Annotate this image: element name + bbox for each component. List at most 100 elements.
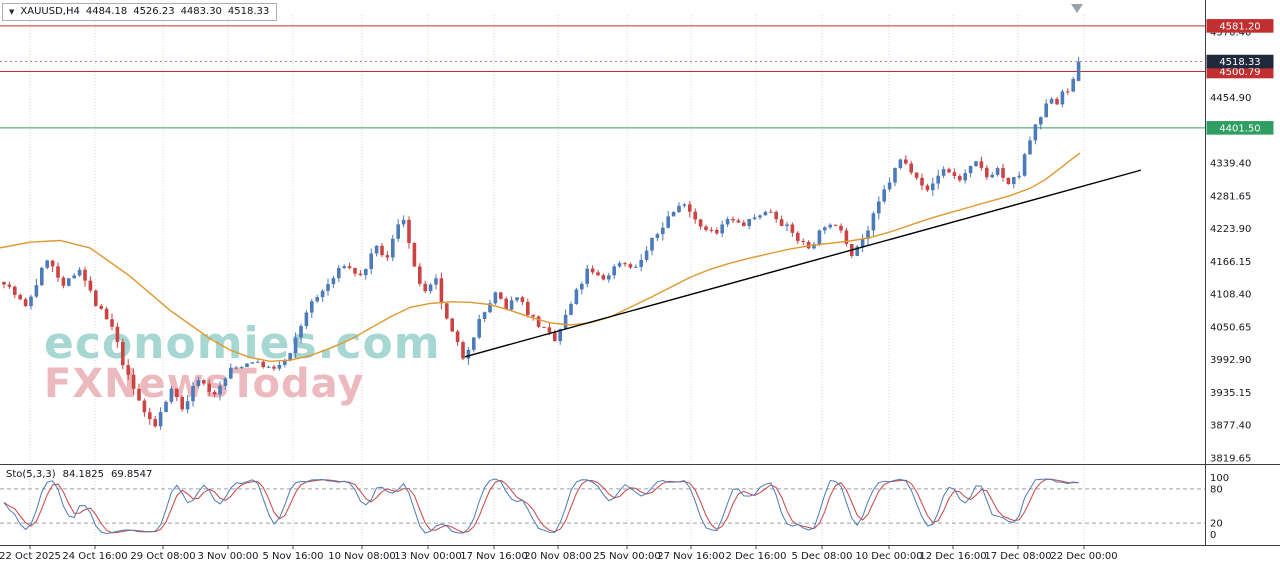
candle	[925, 183, 930, 192]
candle	[482, 311, 487, 323]
candle	[833, 224, 838, 227]
candle	[358, 270, 363, 277]
candle	[212, 390, 217, 398]
candle	[418, 263, 422, 287]
candle	[731, 216, 735, 224]
candle	[617, 260, 622, 269]
candle	[1012, 176, 1016, 189]
symbol-ohlc-header[interactable]: ▼ XAUUSD,H4 4484.18 4526.23 4483.30 4518…	[2, 3, 278, 21]
price-axis-label: 4570.40	[1210, 28, 1251, 39]
candle	[990, 171, 994, 179]
svg-text:4518.33: 4518.33	[1219, 57, 1260, 68]
candle	[979, 156, 984, 171]
candle	[239, 366, 244, 369]
ohlc-high: 4526.23	[133, 6, 175, 17]
candle	[941, 166, 946, 179]
time-axis-label: 5 Dec 08:00	[792, 551, 853, 562]
candle	[385, 250, 390, 261]
price-axis-label: 3935.15	[1210, 388, 1251, 399]
candle	[796, 231, 800, 245]
svg-text:4500.79: 4500.79	[1219, 67, 1260, 78]
ohlc-close: 4518.33	[227, 6, 270, 17]
candle	[655, 232, 660, 241]
support-trendline[interactable]	[464, 169, 1142, 358]
candle	[909, 160, 913, 175]
horizontal-level-lines[interactable]	[0, 25, 1205, 129]
candle	[720, 220, 724, 237]
candle	[477, 314, 481, 340]
price-axis-label: 3819.65	[1210, 454, 1251, 465]
ma-line[interactable]	[0, 152, 1081, 363]
candle	[88, 276, 93, 293]
candle	[342, 264, 346, 270]
candle	[428, 283, 433, 294]
candle	[887, 177, 892, 192]
stochastic-axis-label: 20	[1210, 519, 1223, 530]
candle	[94, 289, 98, 307]
chart-shift-marker-icon[interactable]	[1071, 4, 1083, 13]
candle	[936, 169, 940, 190]
svg-text:4401.50: 4401.50	[1219, 123, 1260, 134]
price-axis-label: 3877.40	[1210, 421, 1251, 432]
time-axis-label: 22 Oct 2025	[0, 551, 61, 562]
stochastic-label: Sto(5,3,3) 84.1825 69.8547	[6, 469, 152, 480]
candle	[725, 216, 730, 228]
candle	[806, 240, 811, 250]
moving-average-line[interactable]	[0, 152, 1081, 363]
candle	[450, 317, 454, 332]
candle	[401, 215, 406, 228]
candle	[736, 218, 741, 223]
candle	[142, 398, 147, 417]
candle	[947, 167, 951, 174]
price-badge-4581.20: 4581.20	[1206, 19, 1274, 33]
candle	[110, 313, 114, 331]
candle	[877, 196, 881, 220]
candle	[99, 303, 103, 311]
candle	[180, 395, 184, 412]
candle	[801, 238, 805, 246]
candle	[974, 160, 978, 168]
candle	[1044, 99, 1048, 118]
candle	[715, 227, 719, 236]
candle	[1071, 76, 1075, 93]
candle	[569, 301, 573, 316]
candle	[704, 224, 708, 232]
time-axis-label: 13 Nov 00:00	[394, 551, 461, 562]
candle	[1066, 88, 1070, 95]
candle	[207, 379, 211, 397]
candle	[958, 174, 962, 183]
candle	[472, 336, 476, 353]
candle	[439, 272, 444, 310]
candle	[774, 210, 778, 224]
candle	[169, 386, 174, 404]
candle	[688, 201, 692, 218]
candle	[164, 400, 168, 413]
candle	[590, 265, 595, 275]
price-axis-label: 4166.15	[1210, 257, 1251, 268]
candle	[250, 362, 255, 364]
candle	[558, 328, 562, 345]
candle	[310, 299, 314, 318]
candle	[499, 292, 503, 300]
candle	[331, 275, 336, 289]
trendline[interactable]	[464, 169, 1142, 358]
time-axis[interactable]: 22 Oct 2025 24 Oct 16:00 29 Oct 08:00 3 Nov…	[0, 545, 1118, 563]
candle	[985, 165, 989, 180]
candle	[67, 278, 71, 287]
svg-text:4581.20: 4581.20	[1219, 21, 1260, 32]
candle	[407, 216, 411, 249]
candle	[245, 363, 249, 368]
candle	[131, 368, 136, 396]
candle	[1006, 177, 1011, 185]
candle	[671, 211, 676, 217]
candle	[315, 294, 319, 304]
candle	[661, 222, 665, 241]
candle	[391, 234, 395, 262]
candle	[396, 219, 400, 242]
candle	[904, 155, 908, 165]
price-axis[interactable]: 4570.40 4454.90 4339.40 4281.65 4223.90 4166.…	[1210, 28, 1251, 465]
time-axis-label: 17 Dec 08:00	[984, 551, 1051, 562]
candle	[272, 364, 276, 371]
